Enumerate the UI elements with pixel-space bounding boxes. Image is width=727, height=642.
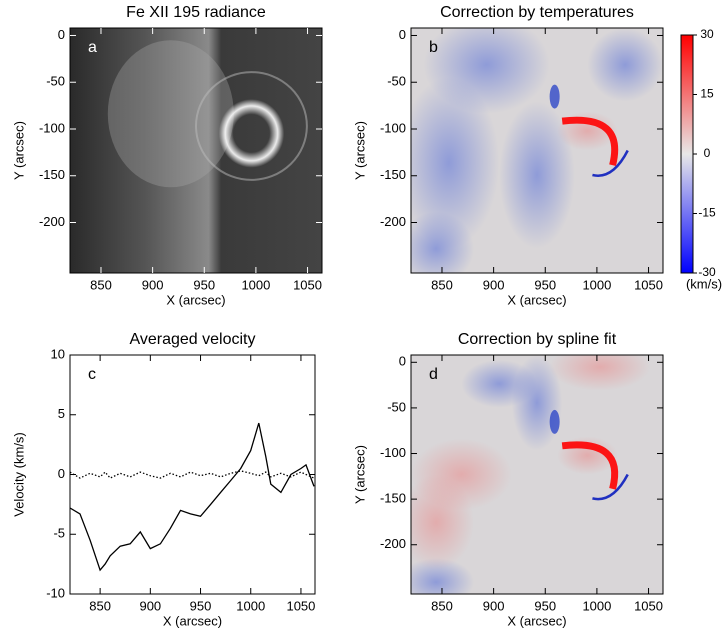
colorbar-tick-label: 0: [704, 146, 711, 160]
x-axis-label: X (arcsec): [507, 292, 566, 307]
x-tick-label: 1000: [241, 277, 270, 292]
x-tick-label: 1050: [634, 277, 663, 292]
x-tick-label: 950: [193, 277, 215, 292]
y-tick-label: -150: [380, 167, 406, 182]
image: [70, 28, 322, 273]
colorbar-tick-label: -30: [698, 265, 716, 279]
line-series: [69, 470, 315, 479]
colorbar-label: (km/s): [686, 276, 722, 291]
y-tick-label: -5: [53, 526, 65, 541]
x-tick-label: 950: [190, 598, 212, 613]
chart-title: Correction by temperatures: [440, 4, 634, 21]
panel-label: c: [88, 366, 96, 383]
x-tick-label: 900: [139, 598, 161, 613]
x-tick-label: 1050: [286, 598, 315, 613]
red-loop: [561, 441, 619, 490]
y-tick-label: 0: [399, 354, 406, 369]
y-tick-label: 0: [58, 27, 65, 42]
x-tick-label: 1000: [582, 598, 611, 613]
x-tick-label: 850: [90, 277, 112, 292]
y-axis-label: Velocity (km/s): [11, 432, 26, 517]
panel-label: b: [429, 39, 438, 56]
y-axis-label: Y (arcsec): [11, 121, 26, 180]
y-axis-label: Y (arcsec): [352, 445, 367, 504]
pink-region: [549, 355, 651, 391]
x-axis-label: X (arcsec): [163, 613, 222, 628]
colorbar-tick-label: 15: [700, 87, 714, 101]
colorbar: [680, 34, 694, 274]
x-tick-label: 1050: [634, 598, 663, 613]
loop-outer: [195, 71, 308, 181]
x-axis-label: X (arcsec): [507, 613, 566, 628]
haze: [107, 40, 234, 188]
y-tick-label: -200: [380, 214, 406, 229]
x-tick-label: 950: [534, 277, 556, 292]
colorbar-tick-label: 30: [700, 27, 714, 41]
y-tick-label: -200: [380, 536, 406, 551]
y-tick-label: 0: [399, 27, 406, 42]
blue-region: [587, 28, 663, 102]
x-tick-label: 950: [534, 598, 556, 613]
blue-region: [499, 101, 575, 249]
chart-title: Correction by spline fit: [458, 331, 617, 348]
y-tick-label: 5: [58, 406, 65, 421]
image: [411, 28, 663, 273]
blue-loop: [592, 149, 629, 177]
blue-spot: [549, 409, 560, 434]
x-tick-label: 1000: [582, 277, 611, 292]
y-tick-label: -50: [387, 399, 406, 414]
panel-label: a: [88, 39, 97, 56]
blue-region: [411, 77, 500, 249]
y-tick-label: -150: [380, 491, 406, 506]
image-bg: [70, 28, 322, 273]
y-tick-label: -50: [387, 74, 406, 89]
plot-frame: [410, 27, 664, 274]
x-tick-label: 1000: [236, 598, 265, 613]
y-tick-label: -150: [39, 167, 65, 182]
y-tick-label: 0: [58, 466, 65, 481]
y-tick-label: -10: [46, 585, 65, 600]
x-tick-label: 850: [89, 598, 111, 613]
y-tick-label: -100: [380, 120, 406, 135]
y-tick-label: -200: [39, 214, 65, 229]
y-tick-label: 10: [51, 346, 65, 361]
x-tick-label: 900: [483, 598, 505, 613]
x-tick-label: 850: [431, 598, 453, 613]
image: [411, 355, 663, 594]
panel-label: d: [429, 366, 438, 383]
loop: [218, 99, 285, 168]
blue-spot: [549, 84, 560, 109]
chart-title: Fe XII 195 radiance: [126, 4, 266, 21]
y-axis-label: Y (arcsec): [352, 121, 367, 180]
colorbar-tick-label: -15: [698, 206, 716, 220]
plot-frame: [69, 27, 323, 274]
chart-title: Averaged velocity: [130, 331, 256, 348]
blue-region: [511, 355, 563, 451]
x-tick-label: 1050: [293, 277, 322, 292]
red-loop: [561, 116, 619, 167]
blue-loop: [592, 473, 629, 501]
plot-frame: [410, 354, 664, 595]
y-tick-label: -100: [380, 445, 406, 460]
line-series: [69, 422, 315, 572]
blue-region: [411, 211, 474, 273]
y-tick-label: -100: [39, 120, 65, 135]
x-tick-label: 900: [483, 277, 505, 292]
x-tick-label: 850: [431, 277, 453, 292]
y-tick-label: -50: [46, 74, 65, 89]
pink-region: [411, 474, 474, 571]
x-tick-label: 900: [142, 277, 164, 292]
x-axis-label: X (arcsec): [166, 292, 225, 307]
